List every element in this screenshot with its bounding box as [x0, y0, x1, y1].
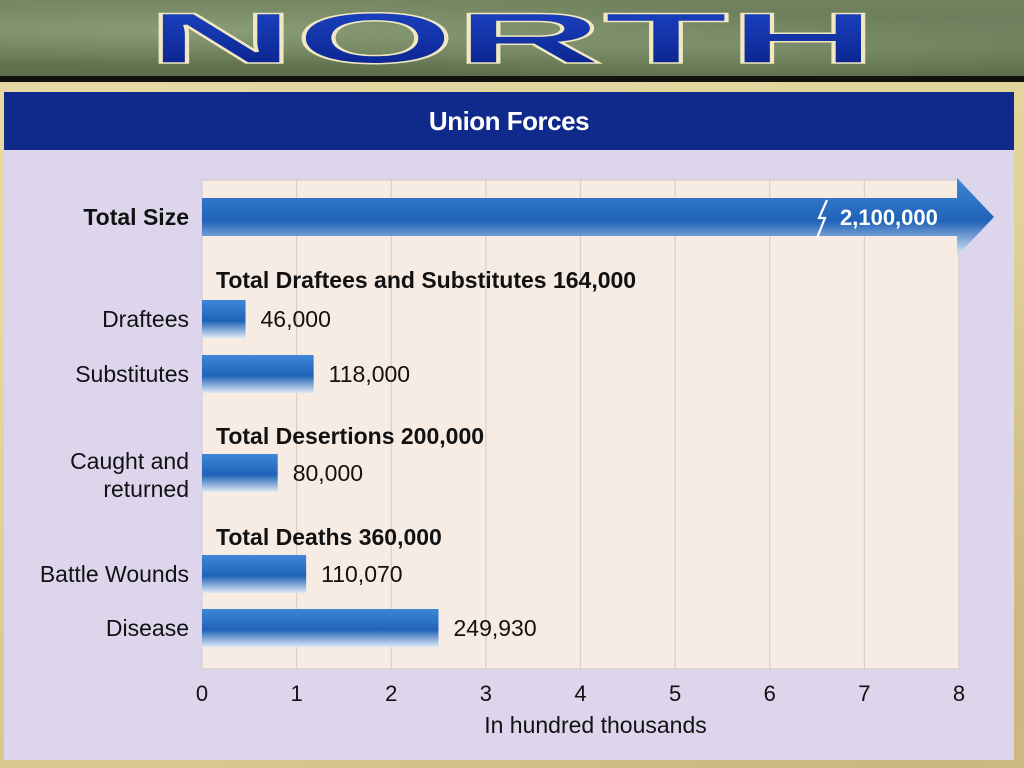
x-tick-label: 3: [480, 681, 492, 706]
x-tick-label: 1: [291, 681, 303, 706]
category-label: returned: [103, 476, 189, 502]
x-axis-label: In hundred thousands: [484, 712, 707, 738]
category-label: Draftees: [102, 306, 189, 332]
category-label: Substitutes: [75, 361, 189, 387]
bar-value-label: 118,000: [329, 361, 410, 387]
x-tick-label: 4: [574, 681, 586, 706]
category-label: Battle Wounds: [40, 561, 189, 587]
title-banner: [0, 0, 1024, 76]
bar: [202, 454, 278, 492]
bar-total-size: [202, 178, 994, 256]
chart-panel: Union Forces 0 1 2 3 4 5 6 7 8 In hundred thousan…: [4, 92, 1014, 760]
bar-value-label: 2,100,000: [840, 205, 938, 230]
bar-value-label: 110,070: [321, 561, 402, 587]
category-label: Caught and: [70, 448, 189, 474]
x-tick-label: 5: [669, 681, 681, 706]
bar: [202, 355, 314, 393]
category-label: Total Size: [83, 204, 189, 230]
bar: [202, 300, 246, 338]
banner-title-graphic: NORTH: [146, 0, 878, 80]
x-tick-label: 8: [953, 681, 965, 706]
x-tick-label: 6: [764, 681, 776, 706]
group-heading: Total Draftees and Substitutes 164,000: [216, 267, 636, 293]
group-heading: Total Deaths 360,000: [216, 524, 442, 550]
bar-chart: 0 1 2 3 4 5 6 7 8 In hundred thousands 2,100,000 To…: [40, 178, 994, 738]
axis-break-mark: [815, 199, 829, 239]
group-heading: Total Desertions 200,000: [216, 423, 484, 449]
banner-divider: [0, 76, 1024, 82]
bar: [202, 555, 307, 593]
x-tick-label: 2: [385, 681, 397, 706]
bar: [202, 609, 439, 647]
bar-value-label: 249,930: [453, 615, 536, 641]
category-label: Disease: [106, 615, 189, 641]
x-tick-label: 0: [196, 681, 208, 706]
bar-value-label: 80,000: [293, 460, 363, 486]
bar-value-label: 46,000: [261, 306, 331, 332]
x-tick-label: 7: [858, 681, 870, 706]
chart-title: Union Forces: [4, 92, 1014, 150]
banner-title: NORTH: [147, 0, 877, 79]
